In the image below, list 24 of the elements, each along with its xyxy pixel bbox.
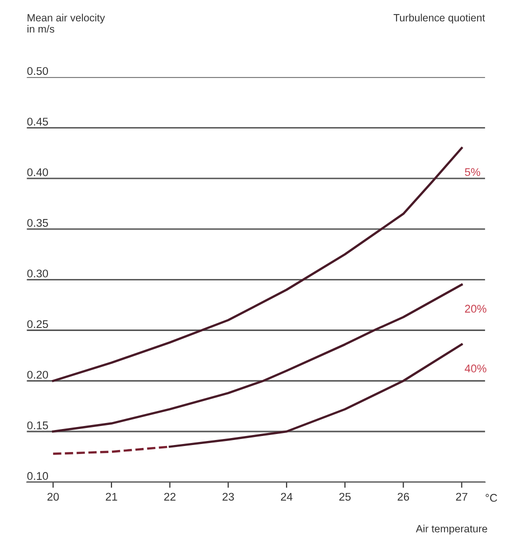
y-tick-label: 0.40 — [27, 168, 48, 176]
y-tick-label: 0.45 — [27, 118, 48, 126]
series-label: 20% — [465, 304, 486, 313]
series-label: 5% — [464, 168, 480, 176]
y-tick-label: 0.20 — [27, 370, 48, 379]
series-label: 40% — [464, 364, 486, 372]
y-tick-label: 0.30 — [27, 270, 48, 278]
y-tick-label: 0.10 — [27, 472, 48, 480]
legend-title: Turbulence quotient — [394, 14, 485, 24]
x-tick-label: 24 — [280, 492, 292, 501]
y-axis-title: Mean air velocity in m/s — [28, 14, 105, 33]
x-tick-label: 26 — [398, 492, 410, 501]
x-axis-title: Air temperature — [416, 524, 488, 534]
y-tick-label: 0.50 — [27, 67, 48, 75]
x-tick-label: 27 — [456, 492, 468, 501]
text: °C — [486, 494, 498, 502]
x-tick-label: 21 — [106, 492, 118, 501]
y-tick-label: 0.15 — [27, 421, 48, 430]
x-tick-label: 22 — [164, 492, 176, 501]
x-tick-label: 20 — [47, 492, 59, 501]
y-tick-label: 0.35 — [27, 218, 48, 227]
x-tick-label: 25 — [339, 492, 351, 501]
y-tick-label: 0.25 — [27, 320, 48, 328]
x-tick-label: 23 — [222, 492, 234, 501]
